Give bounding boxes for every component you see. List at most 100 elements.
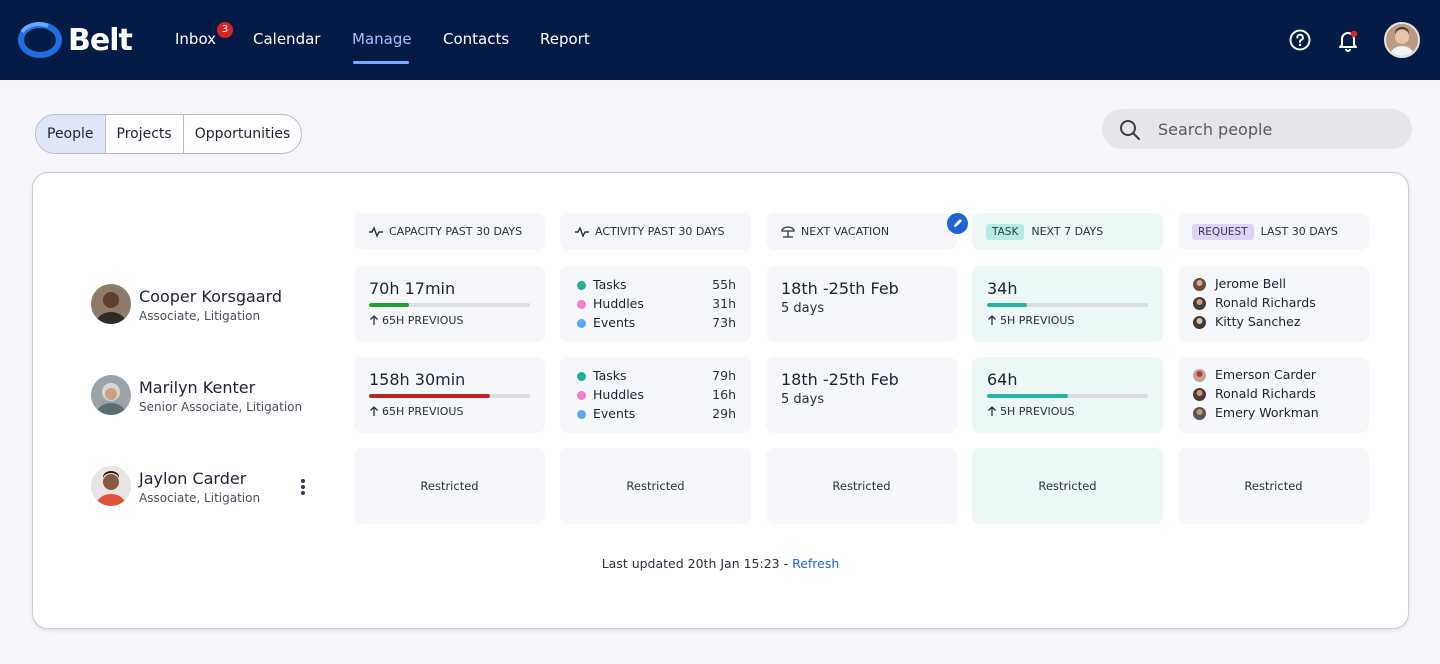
- activity-value: 73h: [712, 315, 736, 330]
- previous-task: 5H PREVIOUS: [987, 405, 1074, 418]
- activity-tasks: Tasks 79h: [577, 368, 736, 384]
- nav-manage[interactable]: Manage: [352, 30, 412, 48]
- activity-value: 79h: [712, 368, 736, 383]
- capacity-bar-fill: [369, 394, 490, 398]
- avatar: [1193, 369, 1206, 382]
- arrow-up-icon: [370, 315, 378, 325]
- previous-capacity-label: 65H PREVIOUS: [382, 405, 464, 418]
- belt-logo-icon: [18, 20, 62, 60]
- task-cell: 34h 5H PREVIOUS: [972, 266, 1163, 342]
- activity-label: Huddles: [593, 387, 644, 402]
- column-header-request: REQUEST LAST 30 DAYS: [1178, 213, 1369, 250]
- arrow-up-icon: [988, 315, 996, 325]
- avatar: [91, 375, 131, 415]
- task-cell: 64h 5H PREVIOUS: [972, 357, 1163, 433]
- person-role: Associate, Litigation: [139, 491, 261, 505]
- previous-capacity: 65H PREVIOUS: [369, 314, 463, 327]
- vacation-length: 5 days: [781, 301, 825, 316]
- help-icon[interactable]: [1288, 28, 1312, 52]
- inbox-count-badge: 3: [217, 22, 233, 38]
- previous-task-label: 5H PREVIOUS: [1000, 405, 1075, 418]
- person-row-jaylon-carder[interactable]: Jaylon Carder Associate, Litigation: [91, 456, 351, 516]
- vacation-cell: 18th -25th Feb 5 days: [766, 266, 957, 342]
- person-role: Senior Associate, Litigation: [139, 400, 303, 414]
- person-name: Marilyn Kenter: [139, 378, 256, 397]
- avatar: [1193, 297, 1206, 310]
- person-row-cooper-korsgaard[interactable]: Cooper Korsgaard Associate, Litigation: [91, 274, 351, 334]
- search-input[interactable]: [1158, 109, 1398, 149]
- activity-label: Events: [593, 315, 636, 330]
- avatar: [91, 284, 131, 324]
- tasks-dot: [577, 372, 586, 381]
- activity-cell-restricted: Restricted: [560, 448, 751, 524]
- tab-projects[interactable]: Projects: [106, 115, 184, 153]
- nav-inbox[interactable]: Inbox: [175, 30, 217, 48]
- vacation-dates: 18th -25th Feb: [781, 370, 899, 389]
- user-avatar[interactable]: [1384, 22, 1420, 58]
- avatar: [1193, 316, 1206, 329]
- requester-name: Jerome Bell: [1215, 276, 1286, 291]
- app-name: Belt: [68, 22, 133, 58]
- avatar: [1193, 388, 1206, 401]
- previous-capacity-label: 65H PREVIOUS: [382, 314, 464, 327]
- more-options-icon[interactable]: [299, 478, 307, 498]
- restricted-label: Restricted: [832, 479, 891, 493]
- app-logo[interactable]: Belt: [18, 20, 133, 60]
- activity-label: Tasks: [593, 277, 627, 292]
- nav-calendar[interactable]: Calendar: [253, 30, 321, 48]
- column-header-label: NEXT 7 DAYS: [1031, 225, 1104, 238]
- tab-opportunities[interactable]: Opportunities: [194, 126, 291, 142]
- activity-huddles: Huddles 31h: [577, 296, 736, 312]
- nav-report[interactable]: Report: [540, 30, 590, 48]
- edit-vacation-button[interactable]: [947, 213, 968, 234]
- task-chip: TASK: [986, 223, 1025, 240]
- person-role: Associate, Litigation: [139, 309, 261, 323]
- column-header-label: LAST 30 DAYS: [1260, 225, 1338, 238]
- capacity-progress-bar: [369, 394, 530, 398]
- notification-bell-icon[interactable]: [1336, 28, 1360, 52]
- restricted-label: Restricted: [420, 479, 479, 493]
- capacity-cell: 70h 17min 65H PREVIOUS: [354, 266, 545, 342]
- people-overview-card: CAPACITY PAST 30 DAYS ACTIVITY PAST 30 D…: [32, 172, 1409, 629]
- vacation-dates: 18th -25th Feb: [781, 279, 899, 298]
- previous-task-label: 5H PREVIOUS: [1000, 314, 1075, 327]
- vacation-cell-restricted: Restricted: [766, 448, 957, 524]
- capacity-cell-restricted: Restricted: [354, 448, 545, 524]
- request-cell-restricted: Restricted: [1178, 448, 1369, 524]
- search-box: [1102, 109, 1412, 149]
- previous-task: 5H PREVIOUS: [987, 314, 1074, 327]
- task-progress-bar: [987, 394, 1148, 398]
- person-row-marilyn-kenter[interactable]: Marilyn Kenter Senior Associate, Litigat…: [91, 365, 351, 425]
- avatar: [91, 466, 131, 506]
- activity-label: Huddles: [593, 296, 644, 311]
- restricted-label: Restricted: [1244, 479, 1303, 493]
- activity-cell: Tasks 79h Huddles 16h Events 29h: [560, 357, 751, 433]
- task-hours: 64h: [987, 370, 1018, 389]
- requester-name: Kitty Sanchez: [1215, 314, 1301, 329]
- avatar: [1193, 407, 1206, 420]
- request-chip: REQUEST: [1192, 223, 1254, 240]
- restricted-label: Restricted: [626, 479, 685, 493]
- tab-people[interactable]: People: [36, 115, 106, 153]
- activity-tasks: Tasks 55h: [577, 277, 736, 293]
- nav-contacts[interactable]: Contacts: [443, 30, 510, 48]
- refresh-link[interactable]: Refresh: [792, 556, 840, 571]
- last-updated-footer: Last updated 20th Jan 15:23 - Refresh: [33, 556, 1408, 571]
- task-cell-restricted: Restricted: [972, 448, 1163, 524]
- last-updated-text: Last updated 20th Jan 15:23 -: [601, 556, 793, 571]
- huddles-dot: [577, 391, 586, 400]
- pulse-icon: [575, 225, 589, 238]
- request-cell: Emerson Carder Ronald Richards Emery Wor…: [1178, 357, 1369, 433]
- pencil-icon: [954, 219, 962, 227]
- person-name: Jaylon Carder: [139, 469, 247, 488]
- task-progress-bar: [987, 303, 1148, 307]
- column-header-capacity: CAPACITY PAST 30 DAYS: [354, 213, 545, 250]
- column-header-activity: ACTIVITY PAST 30 DAYS: [560, 213, 751, 250]
- huddles-dot: [577, 300, 586, 309]
- activity-huddles: Huddles 16h: [577, 387, 736, 403]
- beach-umbrella-icon: [781, 225, 795, 238]
- restricted-label: Restricted: [1038, 479, 1097, 493]
- column-header-label: ACTIVITY PAST 30 DAYS: [595, 225, 725, 238]
- activity-value: 31h: [712, 296, 736, 311]
- vacation-cell: 18th -25th Feb 5 days: [766, 357, 957, 433]
